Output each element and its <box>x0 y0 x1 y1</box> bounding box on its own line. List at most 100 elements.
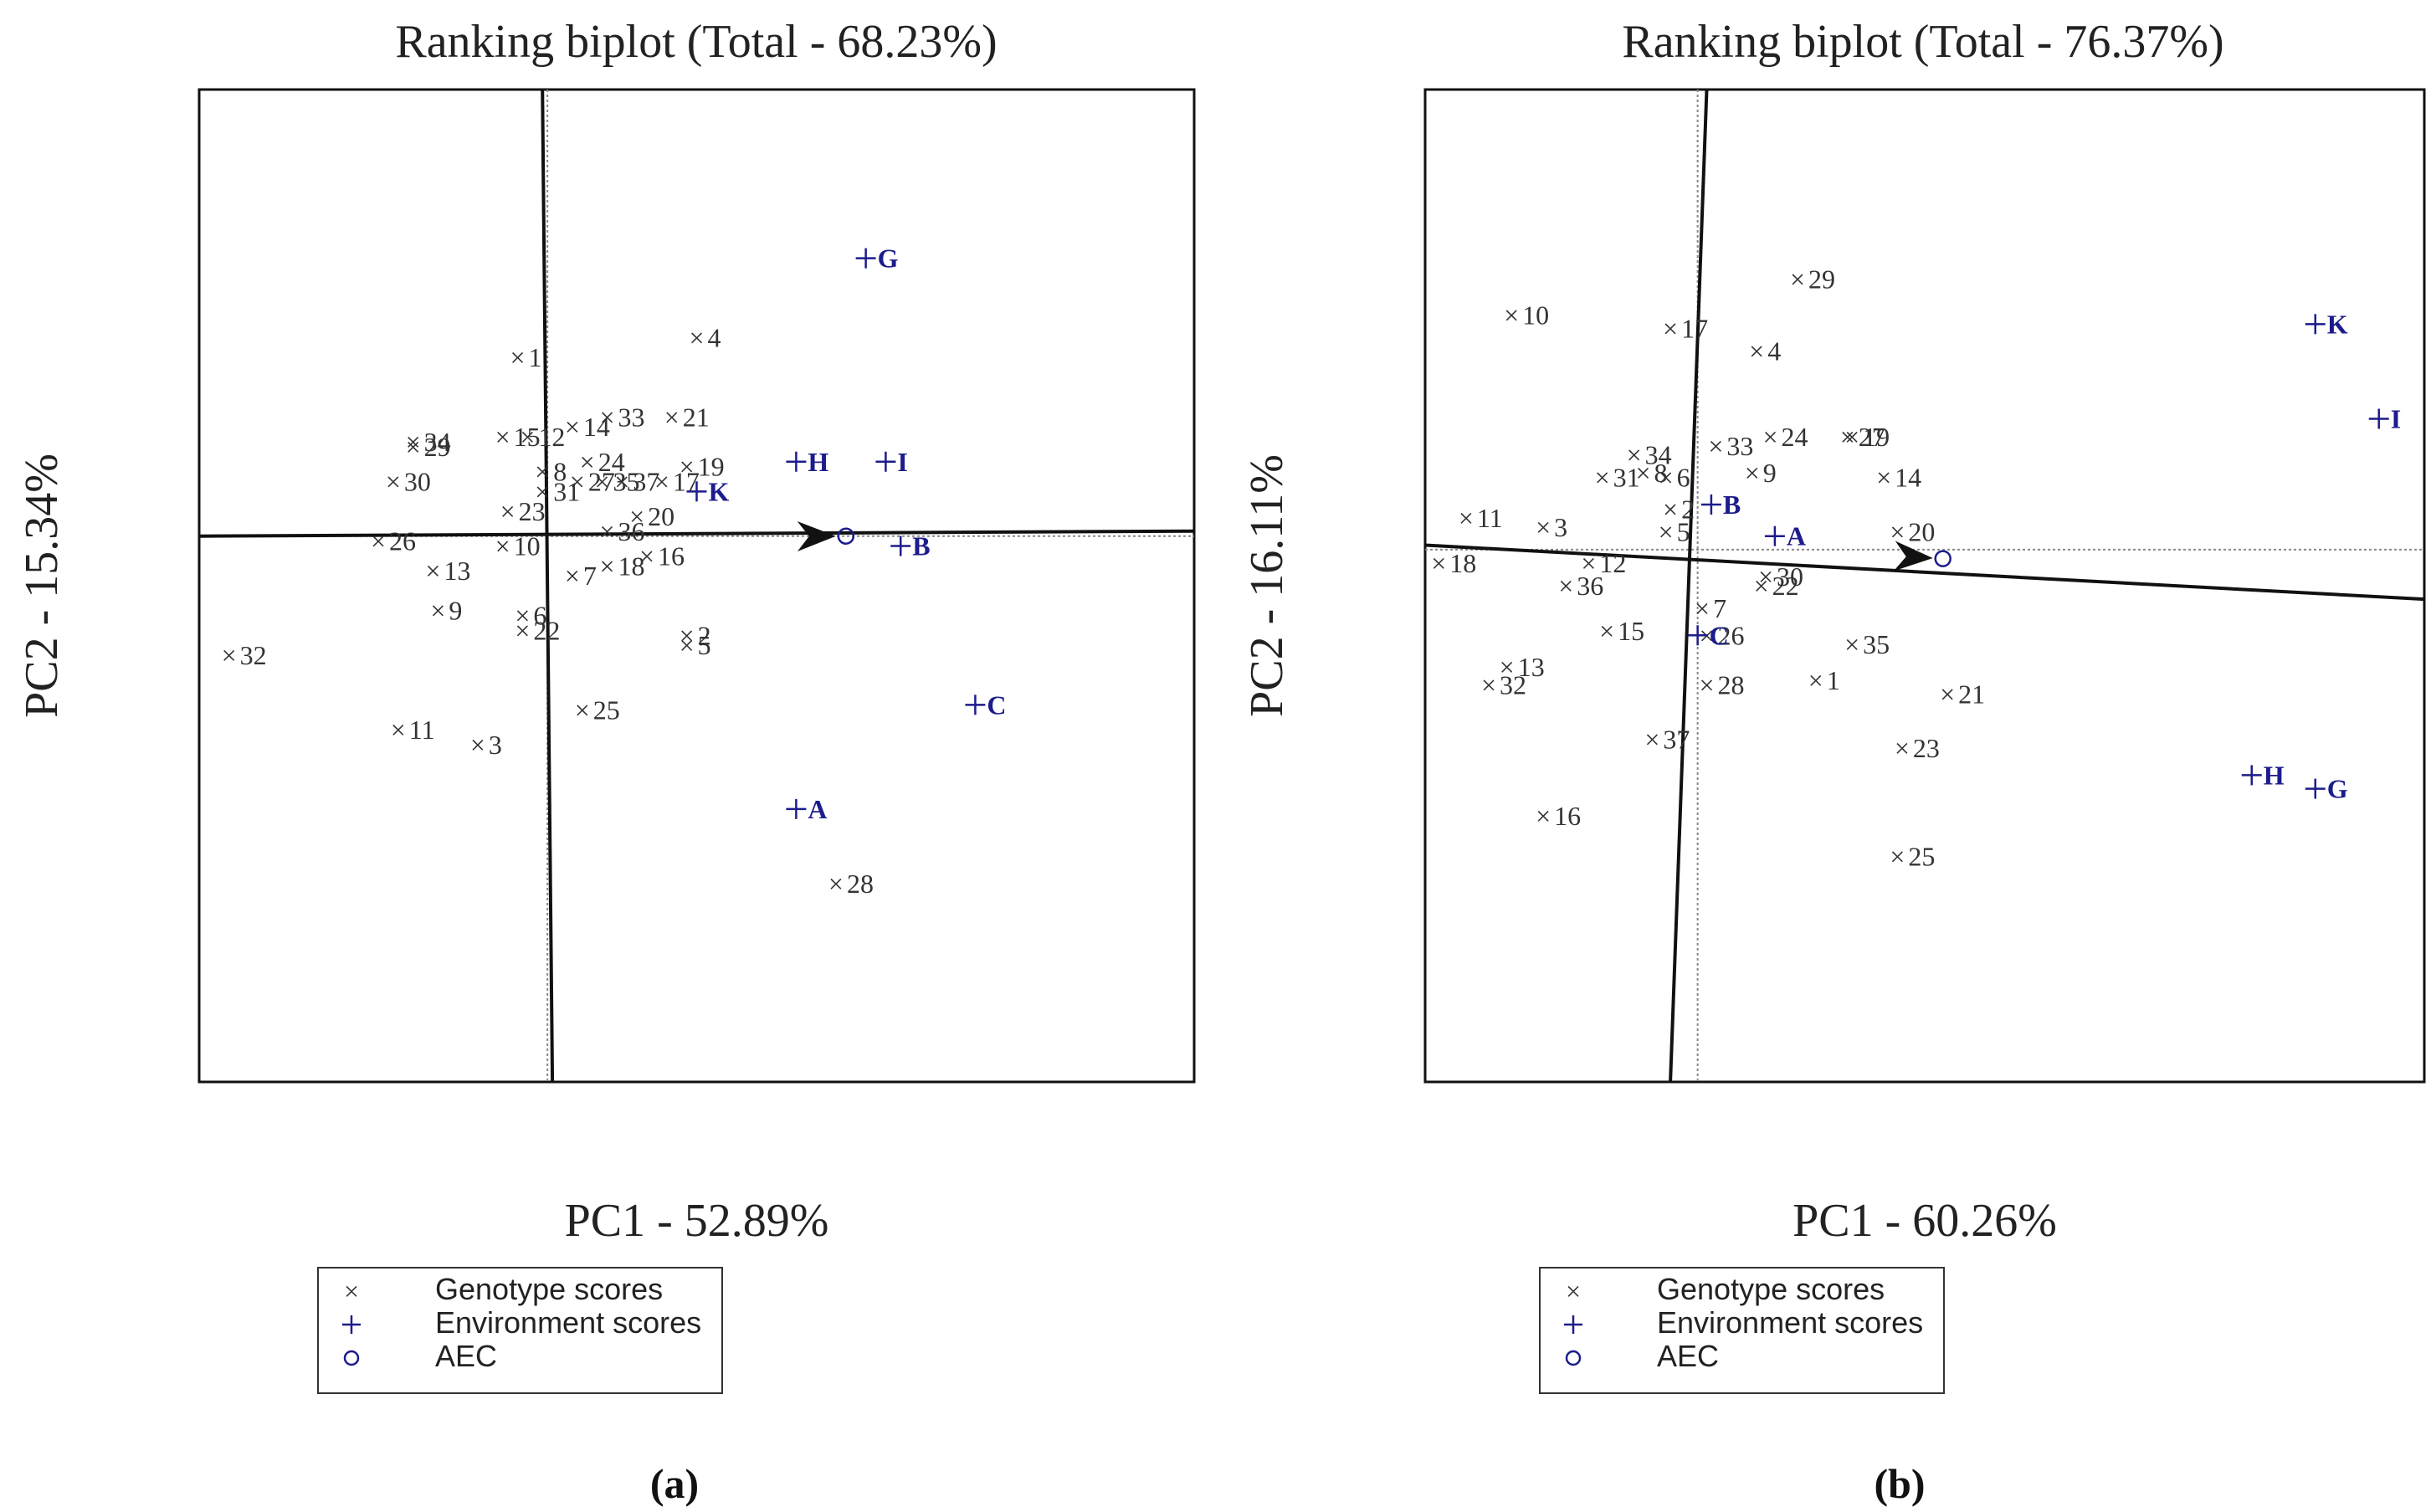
genotype-marker: × <box>828 869 844 899</box>
genotype-label: 10 <box>514 531 541 561</box>
environment-label: G <box>878 243 899 274</box>
genotype-marker: × <box>515 615 530 645</box>
aec-point <box>1934 550 1951 567</box>
environment-label: G <box>2327 774 2348 804</box>
genotype-label: 34 <box>424 427 451 457</box>
aec-point <box>837 527 855 545</box>
genotype-marker: × <box>1536 512 1551 542</box>
genotype-marker: × <box>1762 422 1777 452</box>
genotype-label: 20 <box>648 501 674 531</box>
genotype-marker: × <box>1663 314 1678 344</box>
x-axis-label: PC1 - 52.89% <box>565 1195 829 1247</box>
environment-label: B <box>912 531 930 561</box>
genotype-label: 24 <box>598 447 625 477</box>
genotype-marker: × <box>515 601 530 631</box>
genotype-marker: × <box>680 452 695 482</box>
genotype-marker: × <box>1876 463 1891 493</box>
genotype-marker: × <box>1659 463 1674 493</box>
genotype-label: 12 <box>1599 548 1626 578</box>
genotype-label: 5 <box>1677 516 1690 546</box>
genotype-marker: × <box>614 466 629 496</box>
genotype-label: 1 <box>528 342 541 372</box>
genotype-marker: × <box>425 556 440 586</box>
genotype-label: 1 <box>1827 665 1840 695</box>
genotype-marker: × <box>1890 841 1905 871</box>
genotype-marker: × <box>664 402 680 432</box>
genotype-label: 26 <box>389 526 416 556</box>
genotype-marker: × <box>1708 431 1723 461</box>
genotype-label: 6 <box>533 601 546 631</box>
genotype-marker: × <box>1581 548 1596 578</box>
panel-a: Ranking biplot (Total - 68.23%) PC2 - 15.… <box>16 16 1196 1507</box>
genotype-label: 16 <box>1554 801 1581 831</box>
legend-genotype-icon: × <box>1566 1276 1581 1306</box>
genotype-label: 28 <box>1717 670 1744 700</box>
genotype-marker: × <box>1758 561 1773 592</box>
genotype-marker: × <box>570 466 585 496</box>
genotype-marker: × <box>1745 458 1760 488</box>
genotype-label: 13 <box>1518 652 1545 682</box>
genotype-label: 32 <box>1500 670 1526 700</box>
genotype-label: 34 <box>1645 440 1672 470</box>
plot-frame <box>1423 88 2426 1084</box>
genotype-label: 7 <box>1713 593 1726 623</box>
genotype-label: 11 <box>409 715 435 745</box>
genotype-label: 19 <box>1863 422 1890 452</box>
genotype-label: 22 <box>533 615 560 645</box>
genotype-marker: × <box>639 541 654 571</box>
genotype-marker: × <box>1627 440 1642 470</box>
genotype-label: 13 <box>444 556 470 586</box>
legend-aec-icon <box>1565 1350 1582 1366</box>
environment-label: B <box>1723 489 1741 520</box>
genotype-label: 9 <box>449 596 462 626</box>
genotype-label: 36 <box>618 516 644 546</box>
genotype-label: 27 <box>588 466 615 496</box>
environment-label: K <box>2327 309 2348 339</box>
legend-genotype-label: Genotype scores <box>1657 1272 1885 1306</box>
plot-frame <box>197 88 1196 1084</box>
genotype-label: 17 <box>1681 314 1708 344</box>
genotype-marker: × <box>1459 503 1474 533</box>
genotype-label: 16 <box>658 541 685 571</box>
genotype-label: 15 <box>1618 616 1644 646</box>
genotype-marker: × <box>1895 733 1910 763</box>
genotype-marker: × <box>406 432 421 462</box>
genotype-marker: × <box>1659 516 1674 546</box>
environment-label: H <box>808 447 828 477</box>
legend-genotype-label: Genotype scores <box>435 1272 663 1306</box>
genotype-label: 26 <box>1717 620 1744 650</box>
genotype-marker: × <box>580 447 595 477</box>
aec-ordinate <box>541 90 555 1082</box>
chart-title: Ranking biplot (Total - 76.37%) <box>1622 16 2223 68</box>
aec-arrow-icon <box>797 520 836 551</box>
genotype-label: 10 <box>1522 300 1549 331</box>
genotype-label: 24 <box>1781 422 1808 452</box>
genotype-label: 28 <box>847 869 874 899</box>
genotype-marker: × <box>1890 516 1905 546</box>
genotype-marker: × <box>1431 548 1446 578</box>
genotype-label: 30 <box>1777 561 1803 592</box>
genotype-marker: × <box>430 596 445 626</box>
genotype-marker: × <box>629 501 644 531</box>
genotype-label: 30 <box>404 466 431 496</box>
genotype-marker: × <box>495 531 510 561</box>
genotype-marker: × <box>1844 422 1859 452</box>
genotype-marker: × <box>599 516 614 546</box>
genotype-marker: × <box>1940 679 1955 709</box>
x-axis-label: PC1 - 60.26% <box>1792 1195 2057 1247</box>
genotype-marker: × <box>1558 571 1573 601</box>
genotype-label: 18 <box>1449 548 1476 578</box>
genotype-marker: × <box>1481 670 1496 700</box>
genotype-label: 36 <box>1577 571 1603 601</box>
aec-abscissa <box>199 529 1194 538</box>
genotype-marker: × <box>1635 458 1650 488</box>
aec-abscissa <box>1425 543 2424 602</box>
genotype-marker: × <box>1844 629 1859 659</box>
genotype-marker: × <box>1699 670 1714 700</box>
genotype-marker: × <box>1599 616 1614 646</box>
genotype-label: 8 <box>553 457 567 487</box>
genotype-label: 23 <box>519 496 546 526</box>
